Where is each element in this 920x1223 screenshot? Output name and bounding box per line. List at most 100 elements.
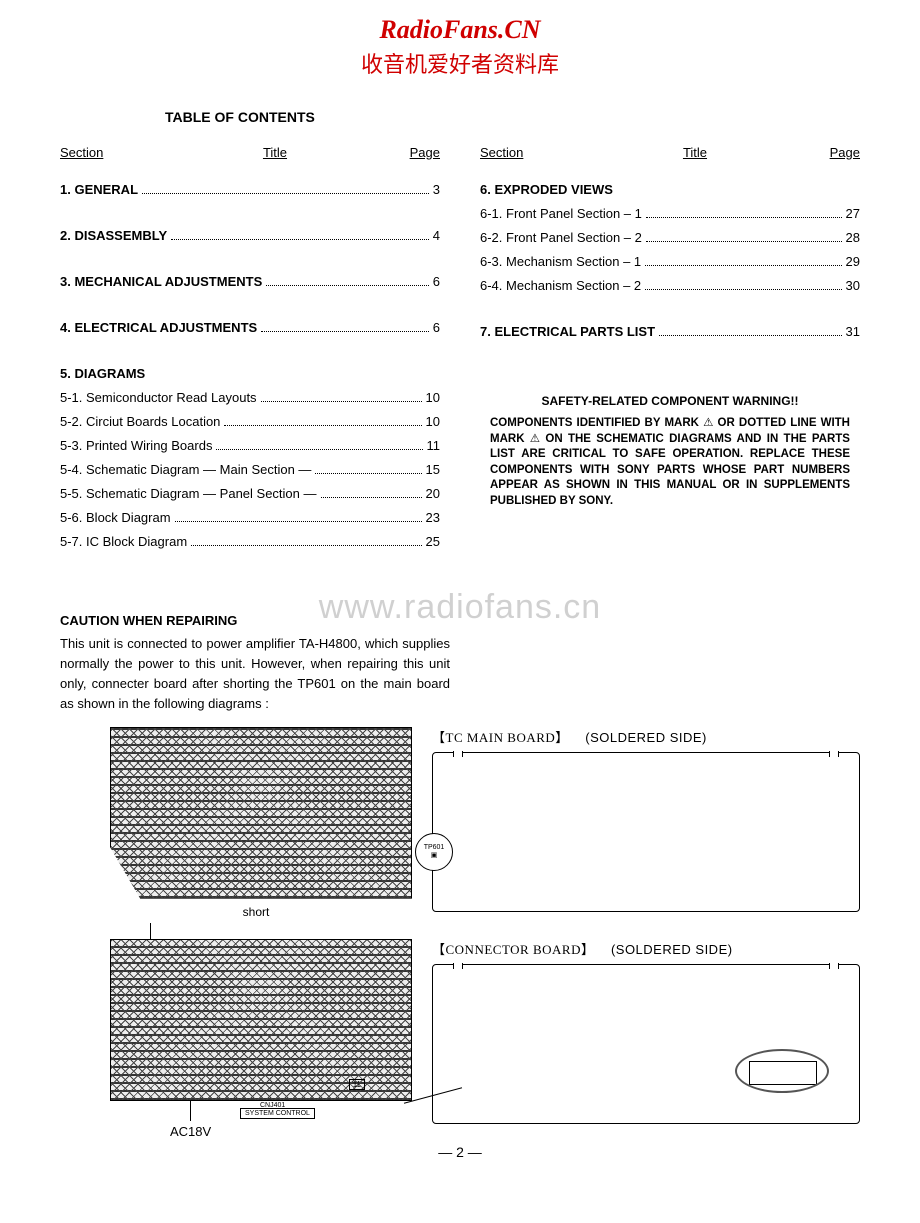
toc-page: 4 xyxy=(433,228,440,243)
tp601-callout: TP601 ▣ xyxy=(415,833,453,871)
warning-text: ON THE SCHEMATIC DIAGRAMS AND IN THE PAR… xyxy=(490,433,850,507)
tp-label: TP601 xyxy=(424,844,445,852)
toc-label: 6-2. Front Panel Section – 2 xyxy=(480,230,642,245)
column-headers: Section Title Page xyxy=(480,145,860,160)
header-title-col: Title xyxy=(150,145,400,160)
board-outline-1: TP601 ▣ xyxy=(432,752,860,912)
toc-line: 6-3. Mechanism Section – 1 29 xyxy=(480,254,860,269)
toc-page: 6 xyxy=(433,320,440,335)
warning-text: COMPONENTS IDENTIFIED BY MARK xyxy=(490,417,703,429)
toc-left-column: Section Title Page 1. GENERAL32. DISASSE… xyxy=(60,145,440,558)
board-label-1: 【TC MAIN BOARD】 xyxy=(432,730,569,745)
toc-line: 5-2. Circiut Boards Location 10 xyxy=(60,414,440,429)
notch xyxy=(453,963,463,969)
callout-ellipse xyxy=(735,1049,829,1093)
tp-sub: ▣ xyxy=(431,852,438,860)
board-wrap-2: 【CONNECTOR BOARD】 (SOLDERED SIDE) xyxy=(432,939,860,1124)
toc-page: 10 xyxy=(426,390,440,405)
toc-dots xyxy=(216,449,422,450)
header-page: Page xyxy=(820,145,860,160)
toc-page: 15 xyxy=(426,462,440,477)
toc-line: 7. ELECTRICAL PARTS LIST31 xyxy=(480,324,860,339)
toc-page: 30 xyxy=(846,278,860,293)
toc-label: 6-3. Mechanism Section – 1 xyxy=(480,254,641,269)
diagram-area: short 【TC MAIN BOARD】 (SOLDERED SIDE) TP… xyxy=(60,727,860,1124)
toc-page: 28 xyxy=(846,230,860,245)
toc-dots xyxy=(142,193,429,194)
system-control-label: SYSTEM CONTROL xyxy=(240,1108,315,1119)
warning-title: SAFETY-RELATED COMPONENT WARNING!! xyxy=(490,394,850,408)
toc-page: 11 xyxy=(427,438,441,453)
toc-label: 2. DISASSEMBLY xyxy=(60,228,167,243)
toc-line: 2. DISASSEMBLY 4 xyxy=(60,228,440,243)
toc-columns: Section Title Page 1. GENERAL32. DISASSE… xyxy=(60,145,860,558)
toc-page: 29 xyxy=(846,254,860,269)
toc-line: 5-1. Semiconductor Read Layouts 10 xyxy=(60,390,440,405)
page: RadioFans.CN 收音机爱好者资料库 TABLE OF CONTENTS… xyxy=(0,0,920,1223)
site-subtitle: 收音机爱好者资料库 xyxy=(60,47,860,79)
toc-dots xyxy=(261,401,422,402)
caution-title: CAUTION WHEN REPAIRING xyxy=(60,613,860,628)
notch xyxy=(453,751,463,757)
toc-label: 5-3. Printed Wiring Boards xyxy=(60,438,212,453)
toc-dots xyxy=(266,285,429,286)
toc-label: 3. MECHANICAL ADJUSTMENTS xyxy=(60,274,262,289)
pcb-image-2: 11 xyxy=(110,939,412,1101)
header-page: Page xyxy=(400,145,440,160)
toc-dots xyxy=(646,217,842,218)
toc-label: 5-2. Circiut Boards Location xyxy=(60,414,220,429)
toc-page: 3 xyxy=(433,182,440,197)
toc-label: 5-7. IC Block Diagram xyxy=(60,534,187,549)
toc-section-title: 6. EXPRODED VIEWS xyxy=(480,182,860,197)
page-number: — 2 — xyxy=(60,1144,860,1160)
toc-label: 6-1. Front Panel Section – 1 xyxy=(480,206,642,221)
toc-page: 31 xyxy=(846,324,860,339)
toc-label: 5-1. Semiconductor Read Layouts xyxy=(60,390,257,405)
toc-line: 5-4. Schematic Diagram — Main Section — 1… xyxy=(60,462,440,477)
toc-gap xyxy=(60,298,440,320)
toc-dots xyxy=(646,241,842,242)
num-11: 11 xyxy=(349,1079,365,1090)
toc-line: 6-2. Front Panel Section – 2 28 xyxy=(480,230,860,245)
toc-dots xyxy=(659,335,842,336)
header-section: Section xyxy=(60,145,150,160)
ac-label: AC18V xyxy=(170,1124,211,1139)
toc-dots xyxy=(175,521,422,522)
toc-label: 5-6. Block Diagram xyxy=(60,510,171,525)
toc-label: 5-4. Schematic Diagram — Main Section — xyxy=(60,462,311,477)
toc-heading: TABLE OF CONTENTS xyxy=(165,109,860,125)
caution-body: This unit is connected to power amplifie… xyxy=(60,634,450,715)
toc-section-title: 5. DIAGRAMS xyxy=(60,366,440,381)
board-header-1: 【TC MAIN BOARD】 (SOLDERED SIDE) xyxy=(432,727,860,746)
toc-line: 5-3. Printed Wiring Boards 11 xyxy=(60,438,440,453)
warning-triangle-icon: ⚠ xyxy=(703,416,713,432)
toc-page: 27 xyxy=(846,206,860,221)
site-title: RadioFans.CN xyxy=(60,15,860,45)
toc-right-list: 6. EXPRODED VIEWS 6-1. Front Panel Sectio… xyxy=(480,182,860,339)
diagram-row-2: 11 AC18V CNJ401 SYSTEM CONTROL 【CONNECTO… xyxy=(60,939,860,1124)
toc-label: 4. ELECTRICAL ADJUSTMENTS xyxy=(60,320,257,335)
ac-arrow-line xyxy=(190,1101,191,1121)
toc-dots xyxy=(321,497,422,498)
toc-gap xyxy=(480,302,860,324)
short-label: short xyxy=(100,905,412,919)
toc-line: 4. ELECTRICAL ADJUSTMENTS 6 xyxy=(60,320,440,335)
header-title-col: Title xyxy=(570,145,820,160)
toc-dots xyxy=(171,239,429,240)
notch xyxy=(829,751,839,757)
board-label-2: 【CONNECTOR BOARD】 xyxy=(432,942,594,957)
toc-right-column: Section Title Page 6. EXPRODED VIEWS 6-1.… xyxy=(480,145,860,558)
toc-gap xyxy=(60,252,440,274)
toc-left-list: 1. GENERAL32. DISASSEMBLY43. MECHANICAL … xyxy=(60,182,440,549)
toc-line: 6-1. Front Panel Section – 1 27 xyxy=(480,206,860,221)
toc-line: 5-5. Schematic Diagram — Panel Section —… xyxy=(60,486,440,501)
toc-dots xyxy=(261,331,429,332)
pcb-wrap-1: short xyxy=(60,727,412,919)
column-headers: Section Title Page xyxy=(60,145,440,160)
board-outline-2 xyxy=(432,964,860,1124)
pcb-wrap-2: 11 AC18V CNJ401 SYSTEM CONTROL xyxy=(60,939,412,1101)
toc-page: 10 xyxy=(426,414,440,429)
board-header-2: 【CONNECTOR BOARD】 (SOLDERED SIDE) xyxy=(432,939,860,958)
toc-line: 5-7. IC Block Diagram25 xyxy=(60,534,440,549)
toc-label: 6-4. Mechanism Section – 2 xyxy=(480,278,641,293)
